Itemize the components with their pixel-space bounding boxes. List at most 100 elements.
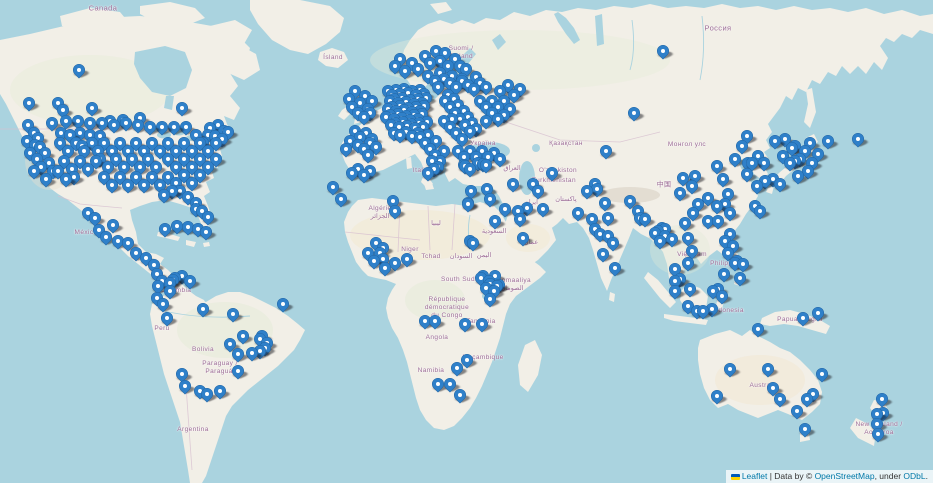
map-marker[interactable] <box>764 379 786 398</box>
map-marker[interactable] <box>199 208 221 227</box>
map-marker[interactable] <box>683 177 705 196</box>
map-marker[interactable] <box>403 54 425 73</box>
map-marker[interactable] <box>143 168 165 187</box>
map-marker[interactable] <box>465 80 487 99</box>
map-marker[interactable] <box>191 134 213 153</box>
map-marker[interactable] <box>679 254 701 273</box>
map-marker[interactable] <box>105 116 127 135</box>
map-marker[interactable] <box>359 244 381 263</box>
map-marker[interactable] <box>243 344 265 363</box>
map-marker[interactable] <box>448 359 470 378</box>
map-marker[interactable] <box>716 232 738 251</box>
map-marker[interactable] <box>708 197 730 216</box>
map-marker[interactable] <box>464 234 486 253</box>
map-marker[interactable] <box>743 154 765 173</box>
map-marker[interactable] <box>234 327 256 346</box>
map-marker[interactable] <box>453 130 475 149</box>
map-marker[interactable] <box>477 98 499 117</box>
map-marker[interactable] <box>738 127 760 146</box>
map-marker[interactable] <box>429 78 451 97</box>
map-marker[interactable] <box>654 42 676 61</box>
map-marker[interactable] <box>191 166 213 185</box>
map-marker[interactable] <box>776 130 798 149</box>
map-marker[interactable] <box>504 175 526 194</box>
map-marker[interactable] <box>90 221 112 240</box>
map-marker[interactable] <box>151 142 173 161</box>
map-marker[interactable] <box>361 162 383 181</box>
map-marker[interactable] <box>167 174 189 193</box>
map-marker[interactable] <box>251 342 273 361</box>
map-marker[interactable] <box>154 295 176 314</box>
map-marker[interactable] <box>51 134 73 153</box>
map-marker[interactable] <box>75 142 97 161</box>
map-marker[interactable] <box>213 130 235 149</box>
map-marker[interactable] <box>194 300 216 319</box>
map-marker[interactable] <box>486 267 508 286</box>
map-marker[interactable] <box>343 164 365 183</box>
map-marker[interactable] <box>386 202 408 221</box>
map-marker[interactable] <box>456 116 478 135</box>
map-marker[interactable] <box>209 116 231 135</box>
map-marker[interactable] <box>666 260 688 279</box>
map-marker[interactable] <box>131 109 153 128</box>
map-marker[interactable] <box>127 244 149 263</box>
map-marker[interactable] <box>149 277 171 296</box>
map-marker[interactable] <box>376 259 398 278</box>
map-marker[interactable] <box>796 420 818 439</box>
map-marker[interactable] <box>139 150 161 169</box>
map-marker[interactable] <box>798 390 820 409</box>
map-marker[interactable] <box>481 290 503 309</box>
map-marker[interactable] <box>708 387 730 406</box>
map-marker[interactable] <box>340 90 362 109</box>
map-marker[interactable] <box>148 289 170 308</box>
map-marker[interactable] <box>179 218 201 237</box>
map-marker[interactable] <box>819 132 841 151</box>
map-marker[interactable] <box>109 232 131 251</box>
map-marker[interactable] <box>477 279 499 298</box>
map-marker[interactable] <box>771 390 793 409</box>
map-marker[interactable] <box>427 132 449 151</box>
map-marker[interactable] <box>486 212 508 231</box>
map-marker[interactable] <box>461 142 483 161</box>
map-marker[interactable] <box>176 377 198 396</box>
map-marker[interactable] <box>416 134 438 153</box>
map-marker[interactable] <box>79 160 101 179</box>
map-marker[interactable] <box>177 118 199 137</box>
map-marker[interactable] <box>461 160 483 179</box>
map-marker[interactable] <box>625 104 647 123</box>
map-marker[interactable] <box>55 152 77 171</box>
map-marker[interactable] <box>367 234 389 253</box>
map-marker[interactable] <box>734 255 756 274</box>
map-marker[interactable] <box>748 177 770 196</box>
map-marker[interactable] <box>462 182 484 201</box>
map-marker[interactable] <box>18 132 40 151</box>
map-marker[interactable] <box>183 158 205 177</box>
map-marker[interactable] <box>324 178 346 197</box>
map-marker[interactable] <box>193 202 215 221</box>
map-marker[interactable] <box>173 267 195 286</box>
map-marker[interactable] <box>349 160 371 179</box>
map-marker[interactable] <box>721 360 743 379</box>
map-marker[interactable] <box>161 282 183 301</box>
map-marker[interactable] <box>346 82 368 101</box>
map-marker[interactable] <box>355 108 377 127</box>
map-marker[interactable] <box>346 122 368 141</box>
map-marker[interactable] <box>81 114 103 133</box>
map-marker[interactable] <box>646 224 668 243</box>
map-marker[interactable] <box>534 200 556 219</box>
map-marker[interactable] <box>351 94 373 113</box>
map-marker[interactable] <box>40 154 62 173</box>
map-marker[interactable] <box>207 150 229 169</box>
map-marker[interactable] <box>869 425 891 444</box>
map-marker[interactable] <box>429 375 451 394</box>
map-marker[interactable] <box>596 194 618 213</box>
map-marker[interactable] <box>426 312 448 331</box>
map-marker[interactable] <box>699 212 721 231</box>
map-marker[interactable] <box>251 330 273 349</box>
map-marker[interactable] <box>781 154 803 173</box>
map-marker[interactable] <box>569 204 591 223</box>
map-marker[interactable] <box>158 309 180 328</box>
map-marker[interactable] <box>666 272 688 291</box>
map-marker[interactable] <box>107 150 129 169</box>
map-marker[interactable] <box>443 110 465 129</box>
